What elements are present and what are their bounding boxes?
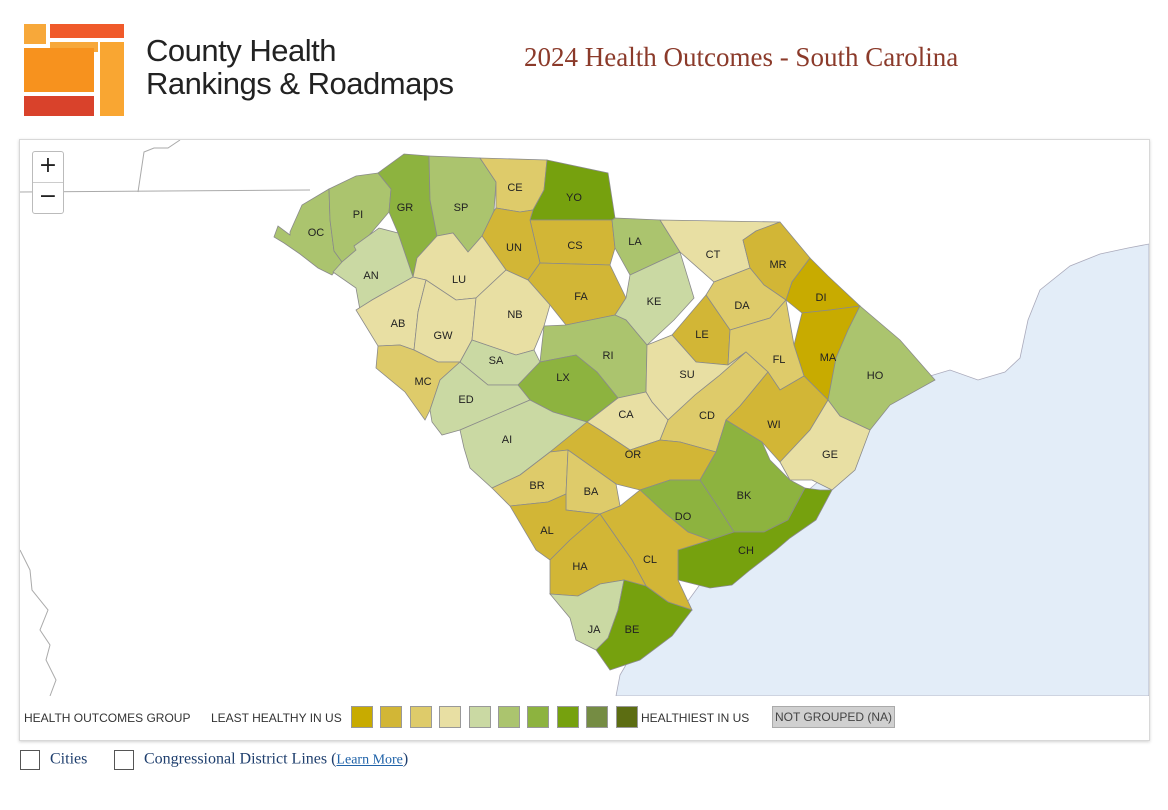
county-label-gw: GW [434, 330, 454, 342]
county-label-ch: CH [738, 545, 754, 557]
county-label-ri: RI [603, 350, 614, 362]
county-label-wi: WI [767, 419, 780, 431]
legend-group-label: HEALTH OUTCOMES GROUP [24, 711, 191, 725]
state-boundary [20, 189, 311, 193]
county-label-mr: MR [769, 259, 786, 271]
legend-swatch [439, 706, 462, 728]
legend-swatch [380, 706, 403, 728]
county-layer[interactable]: OC PI GR SP CE YO CS UN LA CT MR AN LU FA KE DI DA AB GW NB… [273, 153, 936, 671]
page-title: 2024 Health Outcomes - South Carolina [524, 42, 959, 72]
cities-label: Cities [50, 750, 88, 768]
county-label-bk: BK [737, 490, 752, 502]
county-label-ho: HO [867, 370, 884, 382]
county-label-cs: CS [567, 240, 582, 252]
county-label-an: AN [363, 270, 378, 282]
county-label-do: DO [675, 511, 692, 523]
county-be[interactable] [595, 579, 693, 671]
legend-swatch [409, 706, 432, 728]
county-label-cl: CL [643, 554, 657, 566]
county-label-sp: SP [454, 202, 469, 214]
county-pi[interactable] [328, 172, 392, 263]
county-label-ke: KE [647, 296, 662, 308]
legend-swatch [527, 706, 550, 728]
legend: HEALTH OUTCOMES GROUP LEAST HEALTHY IN U… [20, 696, 1149, 740]
county-label-yo: YO [566, 192, 582, 204]
county-label-da: DA [734, 300, 750, 312]
county-label-di: DI [816, 292, 827, 304]
legend-healthiest-label: HEALTHIEST IN US [641, 711, 750, 725]
county-label-la: LA [628, 236, 642, 248]
zoom-out-button[interactable]: − [33, 182, 63, 213]
county-label-ma: MA [820, 352, 837, 364]
county-label-pi: PI [353, 209, 363, 221]
state-boundary [20, 549, 57, 696]
zoom-control[interactable]: + − [32, 151, 64, 214]
county-label-ba: BA [584, 486, 599, 498]
districts-option[interactable]: Congressional District Lines (Learn More… [114, 750, 408, 770]
map-container[interactable]: OC PI GR SP CE YO CS UN LA CT MR AN LU FA KE DI DA AB GW NB… [19, 139, 1150, 741]
legend-least-label: LEAST HEALTHY IN US [211, 711, 342, 725]
zoom-in-button[interactable]: + [38, 153, 58, 178]
cities-option[interactable]: Cities [20, 750, 87, 770]
county-label-le: LE [695, 329, 708, 341]
legend-swatch [586, 706, 609, 728]
county-label-un: UN [506, 242, 522, 254]
county-label-br: BR [529, 480, 544, 492]
county-label-ct: CT [706, 249, 721, 261]
county-ge[interactable] [779, 399, 871, 491]
districts-checkbox[interactable] [114, 750, 134, 770]
county-label-fl: FL [773, 354, 786, 366]
county-label-ca: CA [618, 409, 634, 421]
learn-more-link[interactable]: Learn More [336, 752, 403, 768]
legend-swatch [468, 706, 491, 728]
county-label-mc: MC [414, 376, 431, 388]
brand-line-2: Rankings & Roadmaps [146, 66, 454, 101]
chrr-logo [24, 24, 124, 116]
county-label-ha: HA [572, 561, 588, 573]
county-label-ja: JA [588, 624, 602, 636]
county-ke[interactable] [614, 251, 695, 346]
county-label-al: AL [540, 525, 553, 537]
legend-swatch [556, 706, 579, 728]
county-label-ai: AI [502, 434, 512, 446]
legend-swatch [615, 706, 638, 728]
county-label-be: BE [625, 624, 640, 636]
county-label-su: SU [679, 369, 694, 381]
county-label-fa: FA [574, 291, 588, 303]
county-label-ce: CE [507, 182, 522, 194]
county-label-ge: GE [822, 449, 838, 461]
state-boundary [137, 140, 181, 193]
county-label-oc: OC [308, 227, 325, 239]
county-label-ed: ED [458, 394, 473, 406]
brand-line-1: County Health [146, 33, 336, 68]
county-label-ab: AB [391, 318, 406, 330]
county-label-nb: NB [507, 309, 522, 321]
county-label-lx: LX [556, 372, 570, 384]
county-label-or: OR [625, 449, 642, 461]
districts-label: Congressional District Lines ( [144, 750, 337, 768]
county-label-sa: SA [489, 355, 504, 367]
legend-swatch [498, 706, 520, 728]
brand-name[interactable]: County Health Rankings & Roadmaps [146, 34, 454, 100]
map-canvas[interactable]: OC PI GR SP CE YO CS UN LA CT MR AN LU FA KE DI DA AB GW NB… [20, 140, 1149, 696]
legend-not-grouped: NOT GROUPED (NA) [772, 706, 895, 728]
legend-swatch [351, 706, 373, 728]
cities-checkbox[interactable] [20, 750, 40, 770]
county-label-cd: CD [699, 410, 715, 422]
county-label-gr: GR [397, 202, 414, 214]
county-label-lu: LU [452, 274, 466, 286]
close-paren: ) [402, 750, 409, 768]
